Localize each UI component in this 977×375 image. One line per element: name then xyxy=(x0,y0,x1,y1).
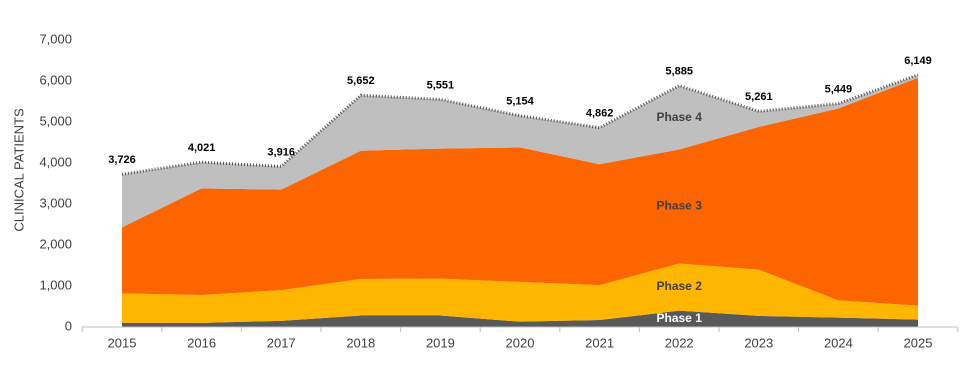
area xyxy=(122,263,918,323)
area xyxy=(122,74,918,228)
x-tick-label: 2017 xyxy=(267,335,296,350)
y-tick-label: 1,000 xyxy=(39,277,72,292)
y-tick-label: 3,000 xyxy=(39,195,72,210)
area xyxy=(122,77,918,306)
y-tick-label: 4,000 xyxy=(39,154,72,169)
series-label: Phase 4 xyxy=(657,110,703,124)
total-label: 3,726 xyxy=(108,154,136,166)
x-tick-label: 2021 xyxy=(585,335,614,350)
x-tick-label: 2025 xyxy=(904,335,933,350)
series-label: Phase 1 xyxy=(657,311,703,325)
total-label: 5,261 xyxy=(745,91,773,103)
y-tick-label: 0 xyxy=(65,318,72,333)
total-label: 5,551 xyxy=(427,79,455,91)
x-tick-label: 2024 xyxy=(824,335,853,350)
x-tick-label: 2023 xyxy=(744,335,773,350)
total-label: 5,154 xyxy=(506,96,534,108)
y-tick-label: 6,000 xyxy=(39,72,72,87)
total-label: 5,885 xyxy=(665,66,693,78)
x-tick-label: 2015 xyxy=(108,335,137,350)
area xyxy=(122,310,918,327)
y-tick-label: 7,000 xyxy=(39,31,72,46)
y-axis-label: CLINICAL PATIENTS xyxy=(11,108,26,232)
x-tick-label: 2019 xyxy=(426,335,455,350)
total-label: 3,916 xyxy=(267,146,295,158)
series-label: Phase 2 xyxy=(657,279,703,293)
x-tick-label: 2018 xyxy=(346,335,375,350)
total-label: 4,862 xyxy=(586,108,614,120)
x-tick-label: 2022 xyxy=(665,335,694,350)
total-label: 5,652 xyxy=(347,75,375,87)
y-tick-label: 5,000 xyxy=(39,113,72,128)
total-line xyxy=(121,73,919,176)
total-label: 6,149 xyxy=(904,55,932,67)
x-tick-label: 2016 xyxy=(187,335,216,350)
total-label: 4,021 xyxy=(188,142,216,154)
total-label: 5,449 xyxy=(825,83,853,95)
y-tick-label: 2,000 xyxy=(39,236,72,251)
x-tick-label: 2020 xyxy=(506,335,535,350)
series-label: Phase 3 xyxy=(657,199,703,213)
